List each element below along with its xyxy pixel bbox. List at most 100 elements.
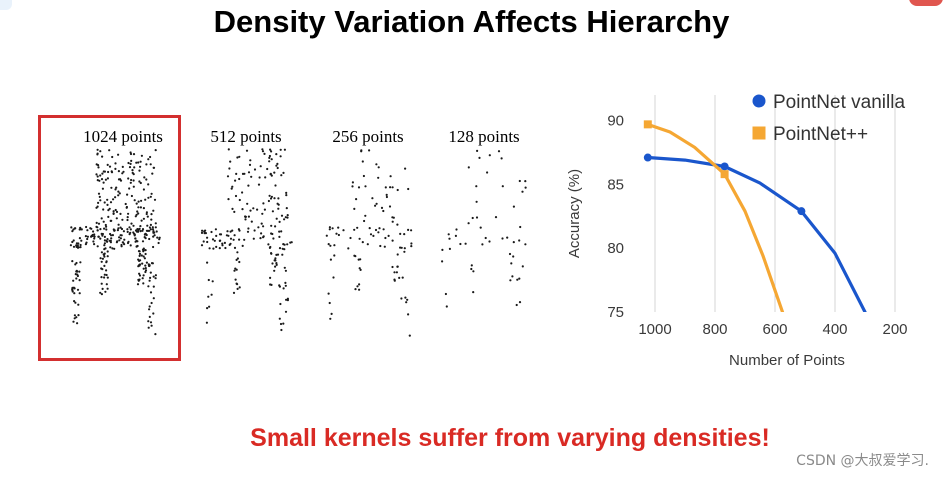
chair-point	[96, 245, 99, 248]
chair-point	[125, 206, 128, 209]
chair-point	[152, 166, 155, 169]
chair-point	[149, 276, 152, 279]
chair-point	[86, 237, 89, 241]
chair-point	[149, 271, 152, 274]
chair-point	[385, 195, 388, 199]
chair-point	[117, 223, 120, 226]
chair-point	[144, 249, 147, 252]
chair-point	[501, 185, 504, 188]
chair-point	[351, 181, 354, 184]
chair-point	[354, 288, 357, 291]
chair-point	[129, 162, 132, 165]
chair-points-group	[325, 149, 413, 337]
chair-point	[156, 236, 159, 239]
chair-point	[157, 241, 160, 245]
chair-point	[278, 220, 281, 223]
chair-point	[92, 230, 95, 233]
chair-point	[108, 149, 111, 152]
chair-point	[101, 155, 104, 158]
chair-point	[210, 230, 213, 234]
chair-point	[133, 166, 136, 169]
chair-point	[274, 257, 277, 260]
chair-point	[70, 226, 73, 229]
chair-point	[290, 241, 293, 244]
chair-point	[272, 237, 275, 240]
chair-point	[384, 236, 387, 240]
chair-point	[327, 292, 330, 295]
chair-point	[284, 281, 287, 284]
chair-point	[103, 201, 106, 204]
chair-point	[132, 231, 135, 234]
chair-point	[374, 228, 378, 232]
chair-point	[100, 282, 103, 285]
chair-point	[142, 247, 145, 250]
chair-point	[78, 270, 81, 273]
chair-point	[128, 226, 131, 229]
chair-point	[152, 285, 155, 288]
chair-pointcloud-1024	[69, 148, 161, 336]
chair-point	[277, 197, 280, 200]
chair-point	[253, 168, 257, 171]
chair-point	[99, 257, 102, 260]
chair-point	[144, 269, 148, 272]
chair-point	[136, 228, 139, 231]
chair-point	[136, 240, 139, 243]
chair-point	[121, 165, 124, 168]
chair-point	[147, 196, 150, 199]
chair-point	[129, 181, 132, 184]
chair-point	[126, 230, 129, 233]
chair-point	[521, 265, 524, 268]
chair-point	[238, 238, 241, 241]
chair-point	[153, 234, 156, 237]
chair-point	[486, 171, 489, 174]
chair-point	[73, 317, 76, 320]
chair-point	[233, 234, 236, 237]
chair-point	[92, 240, 95, 243]
chair-point	[333, 244, 336, 247]
chair-point	[454, 234, 457, 237]
chair-point	[366, 243, 369, 246]
chair-label-256: 256 points	[332, 127, 404, 146]
chair-point	[231, 229, 234, 232]
chair-point	[106, 255, 109, 258]
chair-point	[249, 209, 252, 212]
chair-point	[71, 289, 74, 292]
chair-point	[258, 176, 261, 179]
chair-point	[103, 235, 106, 238]
chair-point	[247, 215, 250, 218]
chair-point	[97, 222, 101, 225]
chair-point	[270, 252, 273, 255]
chair-point	[122, 170, 125, 173]
chair-point	[330, 312, 333, 315]
chair-point	[105, 225, 108, 228]
chair-point	[96, 229, 99, 232]
chair-point	[399, 246, 402, 249]
chair-point	[388, 205, 392, 208]
chair-point	[275, 262, 278, 265]
chair-point	[106, 287, 109, 290]
chair-point	[284, 216, 287, 219]
chair-point	[400, 246, 403, 249]
chair-point	[387, 234, 390, 237]
chair-point	[79, 226, 82, 229]
chair-point	[488, 240, 491, 243]
chair-point	[141, 229, 144, 232]
watermark: CSDN @大叔爱学习.	[796, 453, 929, 469]
chair-point	[235, 172, 238, 175]
chair-point	[114, 208, 117, 212]
chair-point	[327, 243, 330, 246]
chair-point	[278, 317, 281, 320]
chair-point	[380, 206, 384, 209]
chair-point	[149, 223, 152, 226]
chair-point	[152, 245, 155, 249]
chair-point	[241, 191, 244, 194]
chair-point	[145, 212, 148, 216]
chair-point	[140, 254, 143, 257]
chair-point	[140, 199, 143, 202]
chair-point	[444, 292, 447, 296]
chair-point	[276, 162, 279, 165]
chair-point	[99, 174, 102, 177]
chair-point	[95, 221, 98, 224]
chair-point	[114, 167, 117, 170]
chair-point	[371, 197, 374, 200]
